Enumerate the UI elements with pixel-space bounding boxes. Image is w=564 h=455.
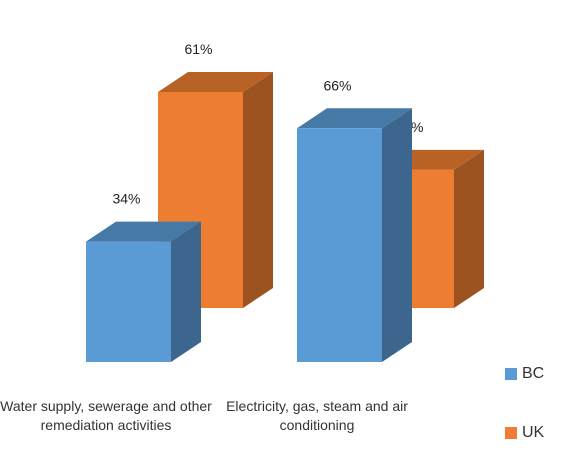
bar-bc-1-value-label: 66%	[323, 77, 351, 93]
legend-item-bc: BC	[505, 365, 544, 383]
legend-swatch-uk	[505, 427, 517, 439]
legend-swatch-bc	[505, 368, 517, 380]
bar-bc-0-side	[171, 221, 201, 362]
bar-bc-0-top	[86, 221, 201, 242]
legend-label-uk: UK	[522, 424, 545, 441]
bar-bc-1	[297, 108, 412, 363]
bar-bc-0-value-label: 34%	[112, 191, 140, 207]
bar-uk-0-top	[158, 72, 273, 92]
bar-uk-0-value-label: 61%	[184, 41, 212, 57]
bar-bc-1-front	[297, 128, 382, 362]
category-label-electricity: Electricity, gas, steam and air conditio…	[226, 398, 408, 433]
bar-uk-1-side	[454, 149, 484, 308]
bar-bc-0	[86, 221, 201, 362]
bar-bc-0-front	[86, 241, 171, 362]
bar-uk-0-side	[243, 72, 273, 308]
legend-label-bc: BC	[522, 365, 545, 382]
bar-bc-1-side	[382, 108, 412, 363]
category-label-water-supply: Water supply, sewerage and other remedia…	[0, 398, 212, 433]
legend-item-uk: UK	[505, 424, 544, 442]
bar-bc-1-top	[297, 108, 412, 129]
